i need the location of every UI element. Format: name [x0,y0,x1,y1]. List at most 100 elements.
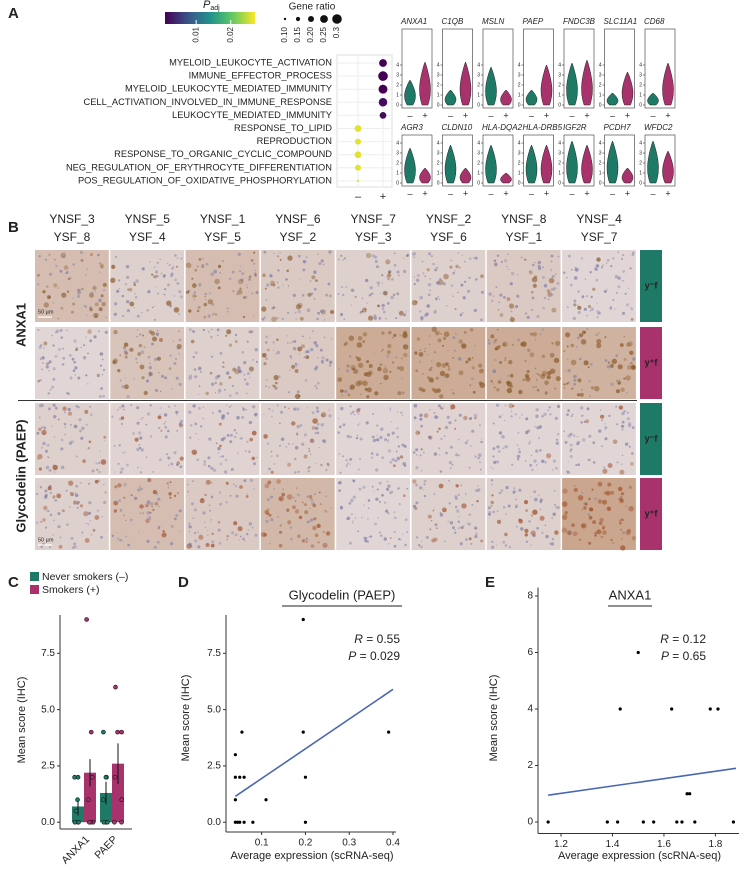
tissue-speck [99,263,104,268]
tissue-speck [481,438,483,440]
tissue-speck [595,264,600,268]
tissue-speck [46,285,49,288]
tissue-speck [60,336,64,339]
tissue-speck [504,532,508,537]
y-tick-label: 3 [558,72,561,78]
tissue-speck [77,291,81,295]
tissue-speck [103,500,107,505]
tissue-speck [355,380,361,387]
tissue-speck [239,437,243,440]
group-label: + [625,188,630,198]
tissue-speck [567,369,571,373]
tissue-speck [398,503,401,505]
group-label: – [448,188,453,198]
group-label: – [650,110,655,120]
tissue-speck [122,452,124,454]
tissue-speck [113,312,117,316]
tissue-speck [317,541,320,544]
tissue-speck [536,314,540,319]
tissue-speck [117,537,120,540]
tissue-speck [381,456,385,460]
tissue-speck [78,289,81,292]
tissue-speck [493,386,496,389]
tissue-speck [254,533,258,537]
tissue-speck [497,450,501,453]
tissue-speck [217,286,221,290]
tissue-speck [628,445,631,448]
tissue-speck [592,441,596,445]
tissue-speck [420,545,423,549]
point [119,797,125,803]
tissue-speck [305,355,310,360]
tissue-speck [74,366,78,370]
tissue-speck [207,456,211,460]
y-tick-label: 2 [558,82,561,88]
tissue-speck [345,459,348,462]
tissue-speck [435,309,437,311]
tissue-speck [203,460,206,463]
tissue-speck [458,339,463,344]
tissue-speck [431,387,436,392]
tissue-speck [491,494,494,497]
tissue-speck [126,463,129,467]
tissue-speck [492,468,494,470]
tissue-speck [390,277,394,281]
tissue-speck [344,341,349,345]
tissue-speck [479,368,484,374]
tissue-speck [524,533,528,537]
tissue-speck [287,462,291,467]
tissue-speck [397,487,400,490]
tissue-speck [209,292,211,295]
tissue-speck [73,542,76,546]
ihc-texture [563,328,636,398]
tissue-speck [458,357,462,361]
violin [566,140,578,184]
tissue-speck [371,452,374,455]
tissue-speck [510,316,512,318]
tissue-speck [52,464,56,467]
tissue-speck [225,334,228,337]
tissue-speck [551,537,555,541]
tissue-speck [302,501,304,504]
tissue-speck [493,460,497,464]
tissue-speck [197,305,201,310]
tissue-speck [53,436,56,438]
tissue-speck [237,252,241,256]
tissue-speck [280,410,283,414]
tissue-speck [138,531,140,533]
tissue-speck [564,441,568,444]
point [72,774,77,780]
group-tag [640,478,662,550]
ihc-image [486,327,561,399]
tissue-speck [487,506,491,510]
tissue-speck [229,277,232,280]
tissue-speck [271,409,274,412]
tissue-speck [428,335,431,338]
tissue-speck [139,512,141,514]
tissue-speck [504,357,507,359]
violin-frame [482,134,514,187]
tissue-speck [211,540,215,544]
tissue-speck [418,360,421,363]
tissue-speck [450,445,453,449]
tissue-speck [400,357,403,360]
tissue-speck [114,471,116,473]
tissue-speck [123,342,129,347]
tissue-speck [204,493,207,497]
tissue-speck [356,342,363,348]
tissue-speck [214,392,217,394]
violin-frame [604,134,635,187]
tissue-speck [570,268,573,271]
tissue-speck [217,528,221,532]
tissue-speck [379,435,383,440]
tissue-speck [292,340,294,343]
tissue-speck [287,342,289,344]
tissue-speck [382,367,389,374]
tissue-speck [273,487,276,490]
tissue-speck [378,285,380,287]
tissue-speck [393,264,397,267]
tissue-speck [66,523,69,526]
tissue-speck [77,295,80,298]
group-tag-label: y⁻f [645,280,659,290]
tissue-speck [62,347,65,350]
